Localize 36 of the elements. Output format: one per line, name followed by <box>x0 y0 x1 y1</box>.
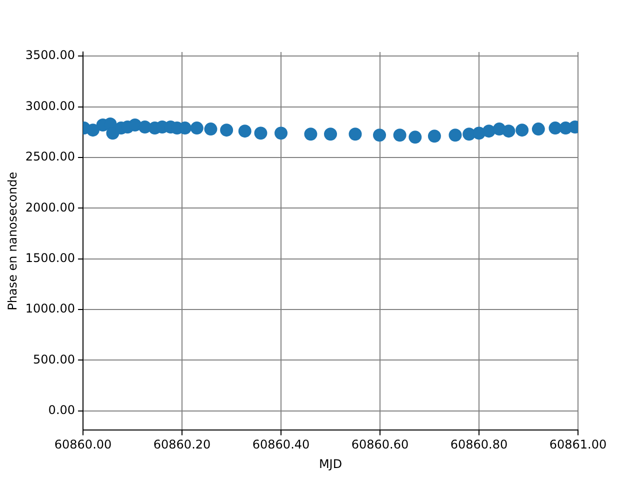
x-axis-title: MJD <box>318 456 342 471</box>
point <box>516 124 529 137</box>
point <box>373 128 386 142</box>
y-tick-label: 1500.00 <box>25 250 76 265</box>
point <box>502 124 516 138</box>
y-tick-label: 1000.00 <box>25 302 76 316</box>
point <box>220 124 234 137</box>
point <box>304 128 318 141</box>
y-tick-label: 0.00 <box>48 403 76 418</box>
point <box>348 128 362 141</box>
y-tick-label: 3500.00 <box>25 48 76 62</box>
point <box>86 124 100 137</box>
x-tick-label: 60860.80 <box>450 438 508 452</box>
point <box>482 124 496 138</box>
x-tick-label: 60860.60 <box>351 438 409 452</box>
point <box>324 128 338 141</box>
point <box>532 122 545 136</box>
point <box>204 122 218 136</box>
y-tick-label: 500.00 <box>33 352 76 366</box>
y-tick-label: 2000.00 <box>25 200 76 214</box>
point <box>190 122 204 135</box>
y-axis-title: Phase en nanoseconde <box>5 172 20 310</box>
point <box>408 130 422 144</box>
point <box>393 128 406 142</box>
point <box>238 124 252 138</box>
point <box>274 126 288 140</box>
x-tick-label: 60860.20 <box>153 438 211 452</box>
x-tick-label: 60860.00 <box>54 438 112 452</box>
x-tick-label: 60860.40 <box>252 438 310 452</box>
point <box>448 128 462 142</box>
point <box>548 122 562 135</box>
y-tick-label: 2500.00 <box>25 150 76 164</box>
point <box>428 130 441 143</box>
x-tick-label: 60861.00 <box>549 438 607 452</box>
point <box>254 126 268 140</box>
y-tick-label: 3000.00 <box>25 98 76 113</box>
